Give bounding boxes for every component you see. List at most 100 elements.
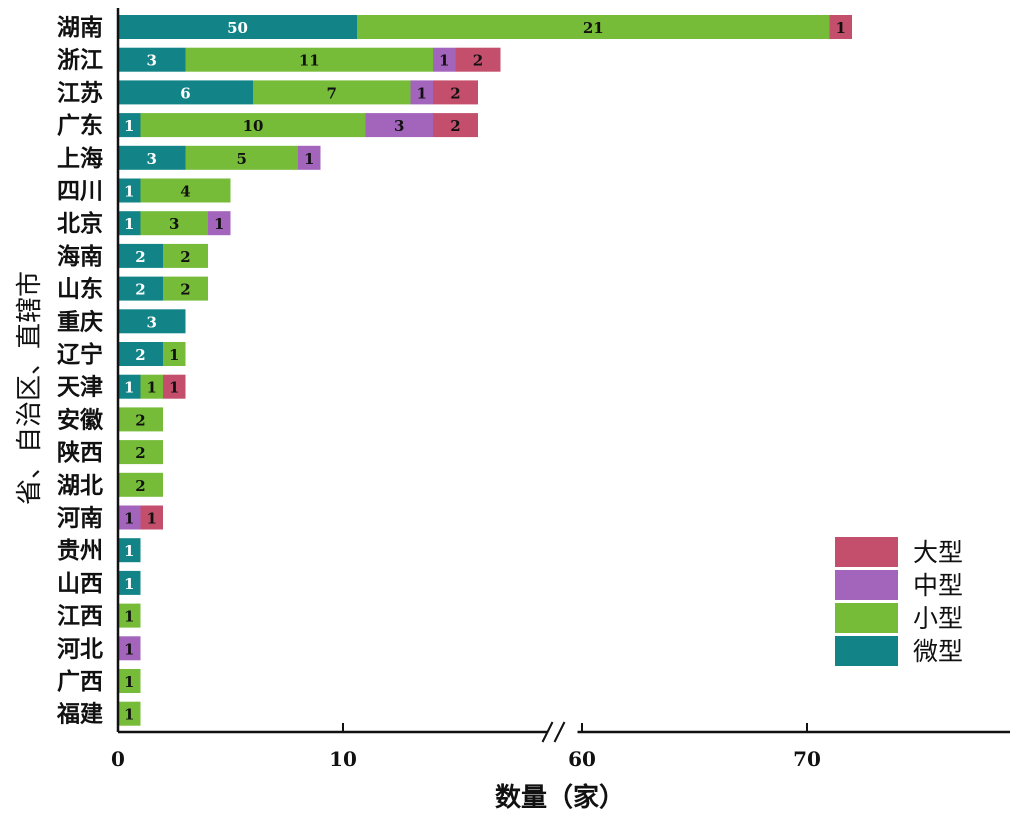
data-label: 2 [135,248,145,266]
data-label: 1 [124,117,134,135]
axis-break-mark [553,721,566,743]
legend-label: 大型 [913,538,963,567]
category-label: 重庆 [57,308,103,335]
data-label: 2 [473,52,483,70]
bar-segment [118,701,141,726]
legend-label: 小型 [913,604,963,633]
data-label: 1 [124,183,134,201]
bar-segment [433,47,456,72]
category-labels-layer: 湖南浙江江苏广东上海四川北京海南山东重庆辽宁天津安徽陕西湖北河南贵州山西江西河北… [56,15,104,728]
data-label: 1 [147,379,157,397]
data-labels-layer: 50 21 13 11 1 26 7 1 21 10 3 23 5 11 41 3 12 22 232 11 1 1222… [124,19,846,724]
data-label: 3 [394,117,404,135]
bar-segment [163,342,186,366]
category-label: 广西 [57,668,103,695]
data-label: 1 [124,379,134,397]
bar-segment [118,342,163,366]
data-label: 2 [135,346,145,364]
bar-segment [118,47,186,72]
bar-segment [118,538,141,563]
bar-segment [298,145,321,170]
category-label: 海南 [57,243,103,270]
data-label: 1 [124,510,134,528]
bar-segment [118,276,163,301]
category-label: 山西 [57,571,103,597]
x-tick-label: 0 [111,747,125,771]
category-label: 北京 [57,210,103,237]
bar-segment [118,505,141,530]
bar-segment [185,47,433,72]
data-label: 3 [147,313,157,331]
data-label: 6 [180,84,190,102]
category-label: 江苏 [57,80,103,106]
category-label: 上海 [57,145,103,172]
bar-segment [829,15,852,39]
bar-segment [140,505,163,530]
bars-layer [118,15,852,726]
legend-swatch [835,570,898,600]
data-label: 1 [304,150,314,168]
data-label: 10 [243,117,264,135]
bar-segment [140,211,208,236]
category-label: 江西 [57,604,103,630]
bar-segment [433,80,478,105]
bar-segment [140,374,163,399]
axis-break-mark [541,721,554,743]
data-label: 4 [180,183,190,201]
data-label: 2 [180,248,190,266]
legend-label: 微型 [913,637,963,666]
bar-segment [118,374,141,399]
data-label: 3 [147,150,157,168]
bar-segment [118,243,163,268]
data-label: 1 [214,215,224,233]
bar-segment [185,145,298,170]
data-label: 5 [237,150,247,168]
data-label: 1 [124,640,134,658]
data-label: 3 [147,52,157,70]
data-label: 3 [169,215,179,233]
data-label: 2 [450,84,460,102]
x-axis-title: 数量（家） [495,782,625,813]
bar-segment [140,113,366,138]
category-label: 湖南 [57,15,103,41]
bar-segment [140,178,231,203]
bar-segment [208,211,231,236]
category-label: 四川 [57,179,103,205]
bar-segment [118,407,163,432]
data-label: 2 [135,444,145,462]
category-label: 湖北 [57,473,103,499]
bar-segment [410,80,433,105]
category-label: 河北 [57,636,103,662]
bar-segment [163,276,208,301]
data-label: 11 [299,52,320,70]
category-label: 陕西 [57,439,103,466]
bar-segment [118,669,141,693]
bar-segment [118,113,141,138]
category-label: 广东 [57,112,103,139]
bar-segment [118,440,163,465]
category-label: 天津 [57,374,103,401]
data-label: 1 [169,379,179,397]
data-label: 50 [227,19,248,37]
data-label: 1 [124,542,134,560]
x-tick-label: 60 [568,747,596,771]
data-label: 1 [836,19,846,37]
category-label: 辽宁 [57,341,103,368]
data-label: 1 [439,52,449,70]
data-label: 2 [135,281,145,299]
legend-swatch [835,603,898,633]
legend-swatch [835,636,898,666]
category-label: 河南 [57,506,103,532]
bar-segment [365,113,433,138]
data-label: 2 [135,411,145,429]
data-label: 1 [169,346,179,364]
bar-segment [455,47,501,72]
category-label: 安徽 [57,406,104,433]
category-label: 浙江 [57,48,103,74]
category-label: 福建 [56,702,103,728]
y-axis-title: 省、自治区、直辖市 [15,271,45,505]
data-label: 1 [147,510,157,528]
data-label: 7 [327,84,337,102]
